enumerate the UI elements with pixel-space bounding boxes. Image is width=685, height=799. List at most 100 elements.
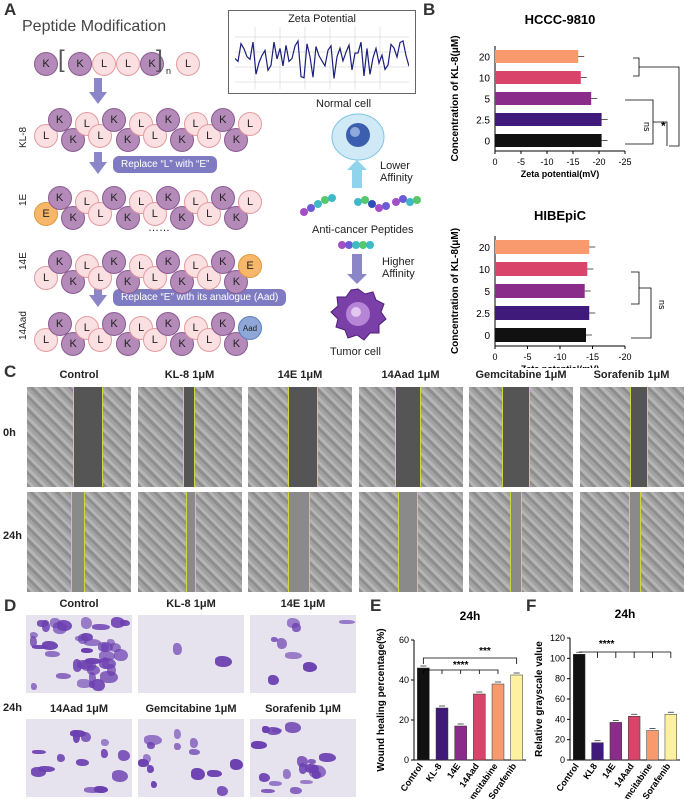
transwell-header: 14E 1μM xyxy=(280,598,326,610)
transwell-image xyxy=(138,615,244,693)
wound-row-label: 0h xyxy=(3,427,16,439)
x-tick-label: -5 xyxy=(517,157,525,167)
x-axis-label: Zeta potential(mV) xyxy=(521,364,600,368)
bar xyxy=(495,284,585,298)
wound-healing-image xyxy=(137,492,242,592)
sig-label: ns xyxy=(657,300,667,310)
x-tick-label: -10 xyxy=(540,157,553,167)
wound-healing-image xyxy=(358,387,463,487)
bead-k: K xyxy=(156,186,181,210)
transwell-image xyxy=(26,719,132,797)
chart-title: HIBEpiC xyxy=(534,208,587,223)
y-tick-label: 60 xyxy=(555,694,565,704)
wound-column-header: 14Aad 1μM xyxy=(381,369,440,381)
y-tick-label: 20 xyxy=(479,53,491,64)
higher-affinity-label: Higher Affinity xyxy=(382,256,415,280)
bead-k: K xyxy=(224,128,249,152)
bar xyxy=(495,134,602,147)
sig-bracket xyxy=(631,271,640,305)
transwell-header: Sorafenib 1μM xyxy=(265,703,341,715)
x-tick-label: 14E xyxy=(445,761,462,780)
lower-affinity-label: Lower Affinity xyxy=(380,160,413,184)
y-tick-label: 120 xyxy=(550,633,565,643)
bead-l: L xyxy=(197,124,222,148)
bar xyxy=(495,240,590,254)
bar xyxy=(417,667,430,761)
bead-l: L xyxy=(116,52,140,76)
replace-e-with-aad-label: Replace “E” with its analogue (Aad) xyxy=(113,289,287,306)
bead-k: K xyxy=(224,206,249,230)
y-tick-label: 0 xyxy=(404,755,409,765)
panel-label-a: A xyxy=(4,0,17,19)
sig-label: **** xyxy=(599,639,615,650)
x-tick-label: 0 xyxy=(492,352,497,362)
sig-bracket xyxy=(579,651,672,658)
bead-k: K xyxy=(68,52,92,76)
bar xyxy=(591,742,604,761)
bead-l: L xyxy=(92,52,116,76)
y-tick-label: 40 xyxy=(555,714,565,724)
row-label-14e: 14E xyxy=(18,252,29,270)
wound-healing-image xyxy=(579,387,684,487)
bead-aad: Aad xyxy=(238,316,262,340)
y-tick-label: 10 xyxy=(479,265,491,276)
zeta-title: Zeta Potential xyxy=(288,13,356,25)
wound-healing-image xyxy=(469,492,573,592)
y-tick-label: 0 xyxy=(560,755,565,765)
sig-bracket xyxy=(631,287,652,339)
bead-k: K xyxy=(102,108,126,132)
normal-cell-label: Normal cell xyxy=(316,98,372,110)
bead-l: L xyxy=(34,266,58,290)
x-tick-label: KL8 xyxy=(581,761,599,781)
bead-k: K xyxy=(224,332,249,356)
arrow-down-icon xyxy=(347,274,367,284)
bead-k: K xyxy=(115,332,140,356)
bead-k: K xyxy=(34,52,58,76)
chart-title: 24h xyxy=(460,609,481,623)
y-tick-label: 20 xyxy=(479,243,491,254)
sig-label: *** xyxy=(479,646,491,657)
sig-bracket xyxy=(639,66,680,147)
x-axis-label: Zeta potential(mV) xyxy=(521,169,600,179)
arrow-down-icon xyxy=(89,295,107,307)
sig-bracket xyxy=(422,657,518,664)
bar xyxy=(495,50,579,63)
bead-k: K xyxy=(102,186,126,210)
x-tick-label: -25 xyxy=(618,157,631,167)
panel-label-f: F xyxy=(526,596,537,615)
zeta-trace xyxy=(235,27,409,89)
panel-label-c: C xyxy=(4,362,17,381)
chart-B-top: HCCC-9810 20 10 5 2.5 00 -5 -10 -15 -20 -25 Zeta po… xyxy=(450,12,680,179)
y-tick-label: 10 xyxy=(479,74,491,85)
transwell-header: Gemcitabine 1μM xyxy=(145,703,237,715)
transwell-header: KL-8 1μM xyxy=(166,598,216,610)
arrow-down-icon xyxy=(89,162,107,174)
bar xyxy=(491,683,505,761)
x-tick-label: -15 xyxy=(586,352,599,362)
arrow-up-icon xyxy=(347,160,367,170)
anticancer-peptides-icon xyxy=(300,194,421,216)
wound-column-header: 14E 1μM xyxy=(277,369,323,381)
bar xyxy=(495,113,602,126)
x-tick-label: -20 xyxy=(592,157,605,167)
chart-B-bottom: HIBEpiC 20 10 5 2.5 00 -5 -10 -15 -20 Zeta potenti… xyxy=(450,208,667,368)
x-tick-label: 0 xyxy=(492,157,497,167)
row-label-kl8: KL-8 xyxy=(18,126,29,148)
panel-label-b: B xyxy=(423,0,436,19)
sig-label: * xyxy=(661,119,666,133)
y-tick-label: 60 xyxy=(399,635,409,645)
x-tick-label: -15 xyxy=(566,157,579,167)
x-tick-label: Control xyxy=(554,761,581,793)
x-tick-label: -10 xyxy=(553,352,566,362)
wound-healing-image xyxy=(469,387,573,487)
anticancer-peptides-label: Anti-cancer Peptides xyxy=(312,224,414,236)
sig-bracket xyxy=(633,57,640,77)
y-tick-label: 0 xyxy=(484,137,490,148)
wound-row-label: 24h xyxy=(3,530,22,542)
wound-healing-image xyxy=(27,387,131,487)
x-tick-label: KL-8 xyxy=(424,761,444,783)
bar xyxy=(495,328,586,342)
bead-l: L xyxy=(238,190,262,214)
